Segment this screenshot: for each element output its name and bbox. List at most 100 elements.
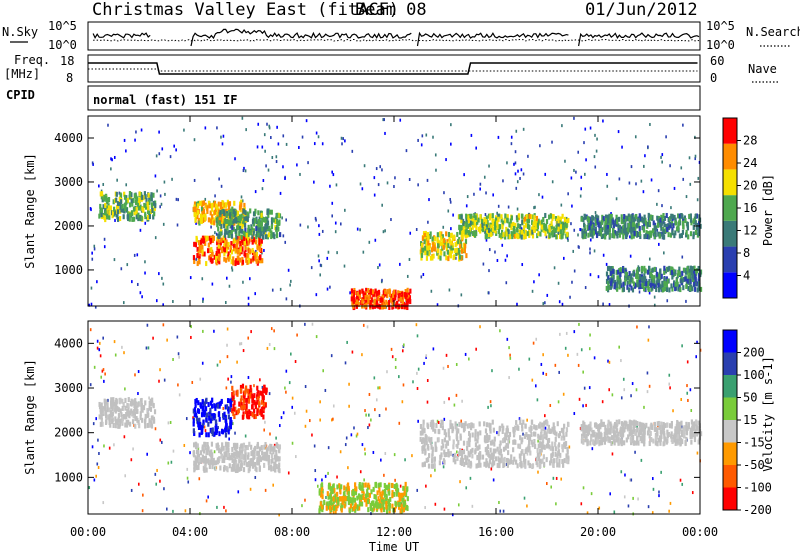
range-cell [240,453,243,459]
range-cell [352,289,355,295]
range-cell [222,238,225,244]
range-cell [621,145,623,149]
range-cell [525,447,528,453]
range-cell [90,208,92,212]
range-cell [226,225,229,231]
range-cell [473,230,476,236]
range-cell [231,206,234,212]
range-cell [501,220,505,226]
range-cell [580,187,582,191]
range-cell [694,214,697,220]
range-cell [527,154,529,158]
range-cell [669,386,671,390]
range-cell [454,421,457,427]
range-cell [447,448,450,454]
range-cell [589,251,591,255]
range-cell [435,422,438,428]
range-cell [690,433,693,439]
range-cell [273,454,276,460]
range-cell [240,395,243,401]
range-cell [123,351,125,355]
range-cell [102,336,104,340]
range-cell [533,443,537,449]
range-cell [172,300,174,304]
range-cell [488,459,492,465]
range-cell [210,254,213,260]
range-cell [145,197,148,203]
range-cell [399,118,402,122]
range-cell [676,281,679,287]
range-cell [608,227,611,233]
range-cell [268,343,271,347]
range-cell [428,198,430,202]
nsky-label: N.Sky [2,25,38,39]
range-cell [146,323,149,327]
range-cell [485,458,488,464]
range-cell [244,434,247,438]
range-cell [119,204,122,210]
range-cell [673,233,676,239]
range-cell [687,285,690,291]
range-cell [441,419,444,425]
range-cell [612,228,615,234]
range-cell [474,232,477,238]
range-cell [472,423,475,429]
range-cell [589,238,592,242]
range-cell [171,177,173,181]
range-cell [264,149,266,153]
range-cell [521,437,524,443]
range-cell [262,387,265,393]
range-cell [423,441,426,447]
range-cell [115,191,118,197]
range-cell [504,432,507,438]
range-cell [573,412,576,416]
range-cell [351,149,354,153]
range-cell [664,268,667,274]
range-cell [500,217,503,223]
range-cell [154,174,157,178]
range-cell [202,448,206,454]
range-cell [254,404,257,410]
range-cell [97,438,99,442]
range-cell [499,440,502,446]
range-cell [514,161,517,165]
range-cell [239,241,242,247]
range-cell [260,399,263,405]
range-cell [159,479,161,483]
range-cell [677,269,680,275]
range-cell [92,422,95,426]
range-cell [231,408,234,414]
range-cell [640,276,644,282]
range-cell [658,279,661,285]
range-cell [202,209,206,215]
range-cell [589,231,592,237]
range-cell [107,197,110,203]
range-cell [504,258,507,262]
range-cell [449,419,452,425]
range-cell [690,439,693,445]
range-cell [601,400,604,404]
range-cell [521,219,524,225]
range-cell [254,465,257,471]
range-cell [220,223,223,229]
range-cell [647,338,650,342]
range-cell [196,261,199,267]
range-cell [216,403,220,409]
range-cell [656,441,659,447]
range-cell [628,181,631,185]
range-cell [561,224,564,230]
range-cell [209,237,213,243]
range-cell [431,255,434,261]
range-cell [372,292,375,298]
range-cell [233,466,236,472]
range-cell [623,495,626,499]
range-cell [612,274,615,280]
range-cell [608,232,612,238]
range-cell [649,282,653,288]
range-cell [686,278,689,284]
range-cell [426,422,429,428]
range-cell [637,231,640,237]
range-cell [432,135,434,139]
range-cell [530,431,533,437]
range-cell [133,403,136,409]
